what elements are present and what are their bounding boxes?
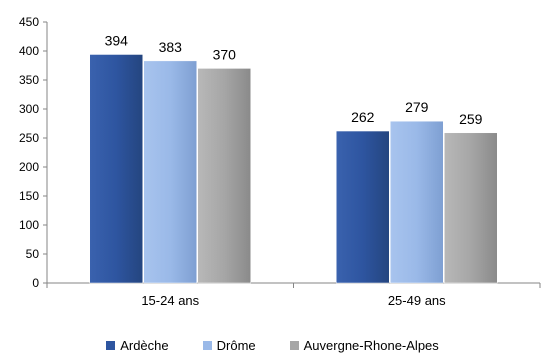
legend: Ardèche Drôme Auvergne-Rhone-Alpes bbox=[0, 338, 545, 353]
bar-ard-che-25-49-ans bbox=[336, 130, 390, 284]
y-tick-label: 400 bbox=[19, 44, 39, 58]
bar-dr-me-15-24-ans bbox=[143, 60, 197, 284]
legend-swatch bbox=[289, 341, 299, 350]
data-label: 394 bbox=[105, 32, 129, 48]
legend-label: Ardèche bbox=[120, 338, 169, 353]
bar-ard-che-15-24-ans bbox=[89, 54, 143, 284]
bar-dr-me-25-49-ans bbox=[390, 120, 444, 284]
bar-auvergne-rhone-alpes-25-49-ans bbox=[444, 132, 498, 284]
x-tick-label: 15-24 ans bbox=[141, 293, 199, 308]
bar-chart: 0 50 100 150 200 250 300 350 400 450 15-24 ans 25-4… bbox=[19, 15, 541, 308]
data-label: 370 bbox=[213, 46, 237, 62]
data-label: 259 bbox=[459, 111, 483, 127]
legend-label: Auvergne-Rhone-Alpes bbox=[303, 338, 439, 353]
data-label: 262 bbox=[351, 109, 375, 125]
y-tick-label: 250 bbox=[19, 131, 39, 145]
x-tick-label: 25-49 ans bbox=[388, 293, 446, 308]
axes: 0 50 100 150 200 250 300 350 400 450 15-24 ans 25-4… bbox=[19, 15, 541, 308]
y-tick-label: 200 bbox=[19, 160, 39, 174]
chart-marks: 394 383 370 262 279 259 bbox=[89, 32, 498, 284]
data-label: 383 bbox=[159, 39, 183, 55]
legend-label: Drôme bbox=[216, 338, 256, 353]
y-tick-label: 150 bbox=[19, 189, 39, 203]
y-tick-label: 0 bbox=[32, 276, 39, 290]
legend-item: Drôme bbox=[202, 338, 256, 353]
legend-item: Ardèche bbox=[106, 338, 169, 353]
y-tick-label: 450 bbox=[19, 15, 39, 29]
legend-swatch bbox=[202, 341, 212, 350]
y-tick-label: 300 bbox=[19, 102, 39, 116]
bar-auvergne-rhone-alpes-15-24-ans bbox=[197, 68, 251, 284]
data-label: 279 bbox=[405, 99, 429, 115]
y-tick-label: 350 bbox=[19, 73, 39, 87]
legend-item: Auvergne-Rhone-Alpes bbox=[289, 338, 439, 353]
legend-swatch bbox=[106, 341, 116, 350]
y-tick-label: 50 bbox=[26, 247, 40, 261]
y-tick-label: 100 bbox=[19, 218, 39, 232]
